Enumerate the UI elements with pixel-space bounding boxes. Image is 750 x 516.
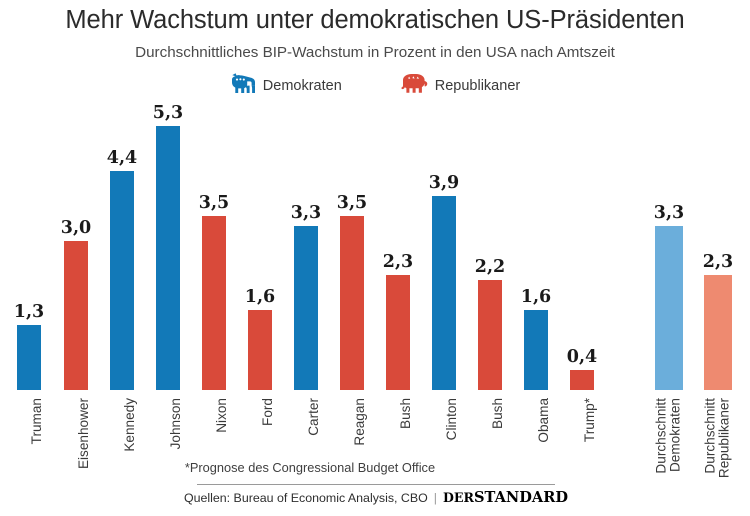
bar: 1,3 Truman <box>13 0 45 444</box>
bar-category-label: Bush <box>490 398 505 429</box>
bar-value-label: 1,6 <box>520 287 552 308</box>
bar-value-label: 1,6 <box>244 287 276 308</box>
bar-rect <box>386 275 410 390</box>
bar-value-label: 3,0 <box>60 217 92 238</box>
bar-category-label: Kennedy <box>122 398 137 452</box>
source-divider <box>197 484 555 485</box>
bar: 3,3 Carter <box>290 0 322 436</box>
bar: 5,3 Johnson <box>152 0 184 449</box>
bar-rect <box>202 215 226 390</box>
page-title: Mehr Wachstum unter demokratischen US-Pr… <box>65 6 685 34</box>
derstandard-logo: DERSTANDARD <box>443 489 568 506</box>
bar-value-label: 2,3 <box>382 252 414 273</box>
bar-category-label: Bush <box>398 398 413 429</box>
bar: 2,2 Bush <box>474 0 506 429</box>
bar: 1,6 Obama <box>520 0 552 442</box>
average-label-line1: Durchschnitt <box>653 398 669 474</box>
bar-rect <box>655 225 683 390</box>
bar-value-label: 1,3 <box>13 302 45 323</box>
bar-value-label: 3,3 <box>290 202 322 223</box>
chart-subtitle: Durchschnittliches BIP-Wachstum in Proze… <box>135 44 615 61</box>
bar-value-label: 3,5 <box>198 192 230 213</box>
average-bar: 3,3 Durchschnitt Demokraten <box>653 0 685 474</box>
bar-category-label: Johnson <box>168 398 183 450</box>
source-line: Quellen: Bureau of Economic Analysis, CB… <box>184 489 568 506</box>
bar-rect <box>340 215 364 390</box>
bar-category-label: Trump* <box>582 398 597 443</box>
average-bar: 2,3 Durchschnitt Republikaner <box>702 0 734 478</box>
bar-category-label: Reagan <box>352 398 367 446</box>
average-label-line2: Demokraten <box>668 398 683 473</box>
bar: 3,9 Clinton <box>428 0 460 441</box>
bar: 3,0 Eisenhower <box>60 0 92 469</box>
bar-category-label: Clinton <box>444 398 459 441</box>
bar-rect <box>570 370 594 390</box>
source-text: Quellen: Bureau of Economic Analysis, CB… <box>183 491 428 505</box>
chart-legend: Demokraten Republikaner <box>0 72 750 99</box>
legend-label-democrats: Demokraten <box>262 77 342 94</box>
legend-label-republicans: Republikaner <box>434 77 521 94</box>
average-bar-label: Durchschnitt Republikaner <box>702 398 733 479</box>
bar-value-label: 2,3 <box>702 252 734 273</box>
bar-category-label: Obama <box>536 398 551 443</box>
bar-category-label: Nixon <box>214 398 229 433</box>
donkey-icon <box>230 72 256 99</box>
bar: 0,4 Trump* <box>566 0 598 442</box>
average-label-line1: Durchschnitt <box>702 398 718 474</box>
legend-item-republicans: Republikaner <box>400 72 520 99</box>
bar-rect <box>110 170 134 390</box>
bar-value-label: 0,4 <box>566 347 598 368</box>
bar-value-label: 2,2 <box>474 257 506 278</box>
bar: 2,3 Bush <box>382 0 414 429</box>
bar-rect <box>524 310 548 390</box>
bar: 4,4 Kennedy <box>106 0 138 452</box>
bar: 3,5 Nixon <box>198 0 230 433</box>
bar-category-label: Truman <box>29 398 44 445</box>
bar: 3,5 Reagan <box>336 0 368 446</box>
bar-category-label: Eisenhower <box>76 398 91 470</box>
bar-rect <box>478 280 502 390</box>
elephant-icon <box>400 72 428 99</box>
bar-rect <box>17 325 41 390</box>
chart-footnote: *Prognose des Congressional Budget Offic… <box>184 460 436 475</box>
average-bar-label: Durchschnitt Demokraten <box>653 398 684 474</box>
bar-value-label: 5,3 <box>152 103 184 124</box>
bar-value-label: 3,5 <box>336 192 368 213</box>
brand-standard: STANDARD <box>474 489 569 506</box>
bar-rect <box>248 310 272 390</box>
bar: 1,6 Ford <box>244 0 276 426</box>
bar-rect <box>64 240 88 390</box>
bar-category-label: Carter <box>306 398 321 436</box>
bar-category-label: Ford <box>260 398 275 426</box>
bar-value-label: 3,9 <box>428 172 460 193</box>
average-label-line2: Republikaner <box>717 398 732 479</box>
source-separator: | <box>433 491 437 505</box>
source-block: Quellen: Bureau of Economic Analysis, CB… <box>184 484 568 506</box>
bar-rect <box>156 126 180 390</box>
bar-rect <box>432 195 456 390</box>
bar-rect <box>294 225 318 390</box>
bar-value-label: 4,4 <box>106 147 138 168</box>
legend-item-democrats: Demokraten <box>230 72 342 99</box>
bar-rect <box>704 275 732 390</box>
bar-value-label: 3,3 <box>653 202 685 223</box>
brand-der: DER <box>443 490 474 505</box>
